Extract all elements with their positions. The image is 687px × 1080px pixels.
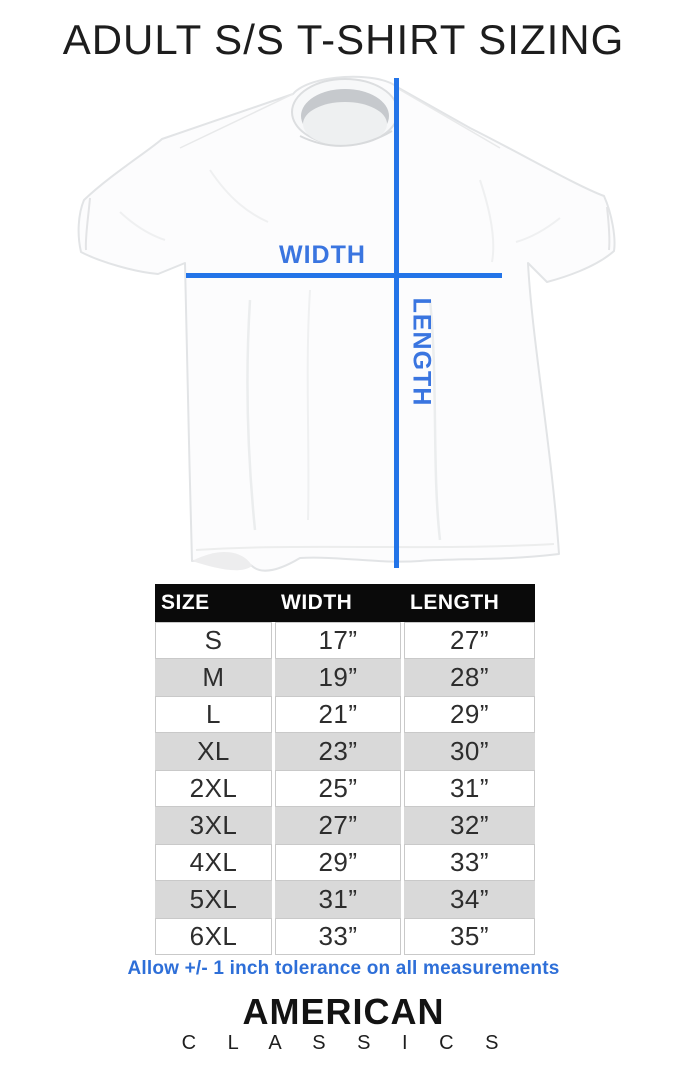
table-row-xl: XL 23” 30” bbox=[155, 733, 535, 770]
cell-size: 4XL bbox=[155, 844, 272, 881]
width-measure-line bbox=[186, 273, 502, 278]
brand-subname: C L A S S I C S bbox=[181, 1032, 512, 1054]
cell-width: 19” bbox=[275, 659, 401, 696]
table-row-6xl: 6XL 33” 35” bbox=[155, 918, 535, 955]
cell-length: 28” bbox=[404, 659, 535, 696]
brand-name: AMERICAN bbox=[242, 991, 445, 1032]
cell-size: M bbox=[155, 659, 272, 696]
width-label: WIDTH bbox=[279, 241, 366, 269]
cell-size: L bbox=[155, 696, 272, 733]
cell-length: 34” bbox=[404, 881, 535, 918]
cell-length: 30” bbox=[404, 733, 535, 770]
cell-length: 27” bbox=[404, 622, 535, 659]
cell-width: 31” bbox=[275, 881, 401, 918]
cell-size: S bbox=[155, 622, 272, 659]
cell-length: 29” bbox=[404, 696, 535, 733]
cell-width: 23” bbox=[275, 733, 401, 770]
page-title: ADULT S/S T-SHIRT SIZING bbox=[62, 16, 625, 63]
size-chart-table: SIZE WIDTH LENGTH S 17” 27” M 19” 28” L … bbox=[155, 584, 535, 955]
table-row-5xl: 5XL 31” 34” bbox=[155, 881, 535, 918]
length-label: LENGTH bbox=[407, 297, 436, 407]
length-measure-line bbox=[394, 78, 399, 568]
cell-size: 3XL bbox=[155, 807, 272, 844]
column-header-width: WIDTH bbox=[281, 591, 353, 614]
column-header-size: SIZE bbox=[161, 591, 210, 614]
cell-length: 32” bbox=[404, 807, 535, 844]
column-header-length: LENGTH bbox=[410, 591, 500, 614]
brand-logo: AMERICAN C L A S S I C S bbox=[0, 991, 687, 1054]
tshirt-photo bbox=[77, 75, 616, 572]
table-row-l: L 21” 29” bbox=[155, 696, 535, 733]
table-row-3xl: 3XL 27” 32” bbox=[155, 807, 535, 844]
size-chart-header: SIZE WIDTH LENGTH bbox=[155, 584, 535, 622]
table-row-4xl: 4XL 29” 33” bbox=[155, 844, 535, 881]
table-row-s: S 17” 27” bbox=[155, 622, 535, 659]
cell-size: 2XL bbox=[155, 770, 272, 807]
cell-size: 6XL bbox=[155, 918, 272, 955]
cell-width: 17” bbox=[275, 622, 401, 659]
cell-width: 27” bbox=[275, 807, 401, 844]
cell-length: 35” bbox=[404, 918, 535, 955]
cell-size: 5XL bbox=[155, 881, 272, 918]
tolerance-note: Allow +/- 1 inch tolerance on all measur… bbox=[127, 958, 560, 979]
table-row-2xl: 2XL 25” 31” bbox=[155, 770, 535, 807]
table-row-m: M 19” 28” bbox=[155, 659, 535, 696]
cell-width: 33” bbox=[275, 918, 401, 955]
cell-size: XL bbox=[155, 733, 272, 770]
cell-width: 29” bbox=[275, 844, 401, 881]
cell-length: 31” bbox=[404, 770, 535, 807]
cell-width: 25” bbox=[275, 770, 401, 807]
cell-length: 33” bbox=[404, 844, 535, 881]
tshirt-diagram: WIDTH LENGTH bbox=[77, 75, 616, 572]
cell-width: 21” bbox=[275, 696, 401, 733]
